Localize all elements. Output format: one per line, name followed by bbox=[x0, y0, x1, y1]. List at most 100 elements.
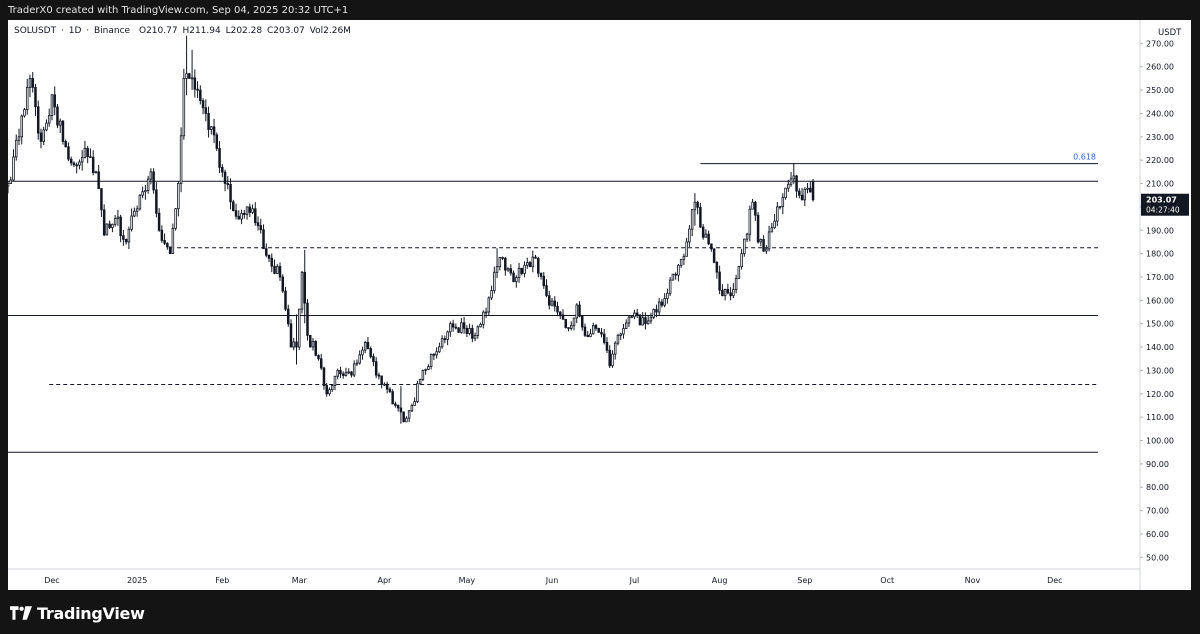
candle-body bbox=[512, 272, 515, 283]
candle bbox=[696, 200, 699, 215]
candle bbox=[306, 299, 309, 341]
candle bbox=[174, 207, 177, 231]
tradingview-logo-icon bbox=[10, 606, 32, 620]
candle-body bbox=[152, 171, 155, 191]
candle-body bbox=[394, 403, 397, 406]
candle bbox=[383, 382, 386, 387]
candle-body bbox=[322, 367, 326, 386]
candle-body bbox=[745, 233, 749, 240]
candle bbox=[394, 401, 397, 408]
candle-body bbox=[424, 368, 427, 371]
candle-body bbox=[366, 341, 370, 349]
candle bbox=[221, 164, 224, 178]
candle bbox=[80, 150, 84, 171]
candle bbox=[177, 181, 180, 217]
candle bbox=[262, 224, 265, 250]
price-tick-label: 170.00 bbox=[1146, 273, 1174, 282]
candle-body bbox=[190, 77, 194, 80]
candle bbox=[674, 272, 677, 280]
legend-symbol[interactable]: SOLUSDT bbox=[14, 26, 57, 36]
candle bbox=[515, 275, 518, 288]
candle bbox=[314, 340, 317, 357]
candle-body bbox=[754, 201, 757, 216]
candle bbox=[130, 208, 133, 232]
candle bbox=[361, 346, 364, 360]
candlestick-chart[interactable]: 0.618 Dec 2025 Feb Mar Apr May Jun Jul Aug Sep Oct… bbox=[8, 20, 1191, 590]
candle bbox=[740, 248, 743, 270]
candle-body bbox=[778, 206, 782, 208]
candle-body bbox=[449, 323, 452, 333]
candle-body bbox=[707, 233, 710, 245]
candle-body bbox=[369, 348, 372, 357]
candle bbox=[330, 384, 334, 393]
candle bbox=[685, 237, 688, 257]
candle bbox=[792, 162, 796, 184]
tradingview-logo[interactable]: TradingView bbox=[10, 603, 145, 623]
candle-body bbox=[476, 326, 480, 336]
candle bbox=[322, 366, 326, 390]
candle-body bbox=[726, 289, 730, 294]
candle-body bbox=[193, 77, 197, 90]
candle-body bbox=[509, 268, 513, 274]
candle bbox=[534, 254, 537, 259]
candle bbox=[710, 243, 713, 252]
candle bbox=[602, 329, 606, 345]
candle-body bbox=[743, 238, 746, 255]
candle bbox=[526, 257, 529, 269]
candle bbox=[171, 223, 175, 255]
price-tick-label: 80.00 bbox=[1146, 483, 1169, 492]
candle-body bbox=[611, 353, 614, 367]
candle bbox=[462, 316, 466, 334]
candle bbox=[572, 317, 576, 331]
time-tick-label: Mar bbox=[292, 576, 308, 585]
candle-body bbox=[168, 246, 172, 255]
candle bbox=[438, 342, 441, 353]
candle bbox=[490, 285, 493, 301]
candle-body bbox=[405, 417, 408, 423]
candle-body bbox=[729, 292, 732, 297]
candle-body bbox=[710, 243, 713, 250]
candle-body bbox=[157, 212, 161, 231]
candle-body bbox=[97, 171, 100, 189]
candle-body bbox=[578, 304, 581, 317]
legend-high: 211.94 bbox=[189, 26, 221, 36]
candle bbox=[97, 164, 100, 189]
candle-body bbox=[641, 317, 644, 326]
candle bbox=[133, 207, 136, 218]
candle-body bbox=[767, 231, 771, 250]
candle-body bbox=[399, 407, 403, 413]
candle bbox=[693, 193, 697, 226]
candle bbox=[308, 334, 312, 348]
candle bbox=[476, 325, 480, 339]
candle bbox=[619, 332, 622, 340]
candle-body bbox=[438, 346, 441, 353]
candle-body bbox=[36, 106, 40, 134]
candle bbox=[509, 264, 513, 276]
candle-body bbox=[303, 271, 306, 304]
price-tick-label: 150.00 bbox=[1146, 320, 1174, 329]
candle-body bbox=[542, 275, 546, 287]
candle-body bbox=[800, 194, 804, 201]
candle-body bbox=[94, 171, 98, 174]
candle bbox=[105, 223, 109, 236]
candle-body bbox=[531, 256, 535, 268]
time-tick-label: Aug bbox=[712, 576, 728, 585]
candle-body bbox=[45, 122, 48, 131]
candle bbox=[457, 327, 460, 333]
legend-interval[interactable]: 1D bbox=[68, 26, 82, 36]
candle bbox=[512, 270, 515, 283]
candle-body bbox=[64, 141, 67, 148]
chart-panel[interactable]: 0.618 Dec 2025 Feb Mar Apr May Jun Jul Aug Sep Oct… bbox=[8, 20, 1191, 590]
candle bbox=[545, 279, 548, 298]
candle bbox=[319, 353, 323, 371]
candle bbox=[449, 321, 452, 337]
candle-body bbox=[34, 87, 37, 108]
candle-body bbox=[402, 411, 405, 423]
candle-body bbox=[91, 157, 95, 173]
time-tick-label: Feb bbox=[215, 576, 229, 585]
legend-low-label: L bbox=[225, 26, 231, 36]
candle bbox=[42, 126, 45, 145]
candle bbox=[23, 108, 26, 118]
candle bbox=[347, 368, 350, 375]
bar-countdown: 04:27:40 bbox=[1146, 206, 1180, 215]
